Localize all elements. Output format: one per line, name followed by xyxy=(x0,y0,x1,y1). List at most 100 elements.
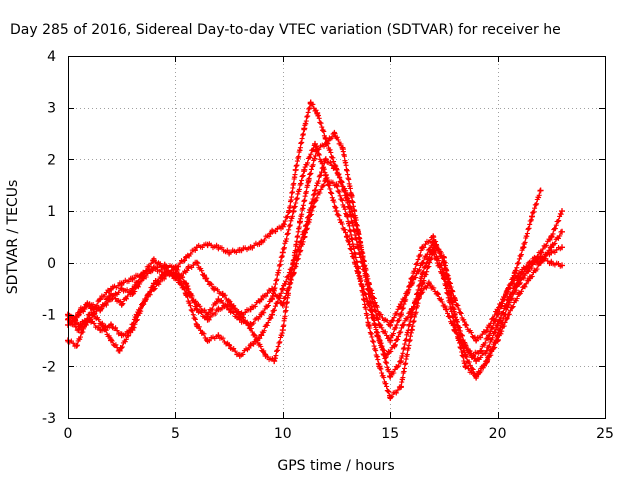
x-tick-label: 20 xyxy=(489,426,507,442)
data-point xyxy=(269,296,276,303)
data-point xyxy=(301,166,308,173)
data-point xyxy=(397,384,404,390)
data-point xyxy=(387,394,394,401)
data-point xyxy=(204,311,211,318)
data-point xyxy=(262,352,269,359)
data-point xyxy=(108,321,114,328)
data-point xyxy=(322,140,329,147)
data-point xyxy=(215,332,222,339)
data-point xyxy=(73,342,80,349)
data-point xyxy=(129,275,136,282)
data-point xyxy=(118,301,125,308)
data-point xyxy=(397,311,404,318)
data-point xyxy=(301,125,308,132)
data-point xyxy=(219,290,226,297)
data-point xyxy=(307,99,314,106)
data-point xyxy=(462,363,469,370)
data-point xyxy=(430,234,437,240)
data-point xyxy=(376,363,383,370)
data-point xyxy=(97,327,104,334)
data-point xyxy=(322,171,329,178)
data-point xyxy=(118,285,125,292)
data-point xyxy=(247,306,254,313)
data-point xyxy=(473,373,480,380)
y-tick-label: -3 xyxy=(42,411,56,427)
chart-title: Day 285 of 2016, Sidereal Day-to-day VTE… xyxy=(10,22,561,38)
data-point xyxy=(559,208,565,215)
data-point xyxy=(211,285,218,292)
data-point xyxy=(559,262,565,269)
data-point xyxy=(344,197,351,204)
data-point xyxy=(86,311,93,318)
data-point xyxy=(419,270,426,277)
data-point xyxy=(333,166,340,173)
data-point xyxy=(312,140,318,147)
data-point xyxy=(258,239,265,246)
data-point xyxy=(183,285,190,292)
data-point xyxy=(236,352,243,359)
x-tick-label: 0 xyxy=(64,426,73,442)
data-point xyxy=(355,270,361,277)
data-point xyxy=(548,249,555,256)
data-point xyxy=(505,296,512,303)
data-point xyxy=(236,246,243,253)
data-point xyxy=(129,285,136,292)
data-point xyxy=(434,290,441,297)
data-point xyxy=(279,249,286,256)
data-point xyxy=(365,285,372,292)
data-point xyxy=(483,347,490,354)
data-point xyxy=(312,187,318,194)
data-point xyxy=(526,259,533,266)
data-point xyxy=(301,228,308,235)
data-point xyxy=(161,265,168,271)
data-point xyxy=(279,285,286,292)
data-point xyxy=(391,342,398,349)
data-point xyxy=(129,327,136,334)
data-point xyxy=(537,254,544,261)
data-point xyxy=(400,321,407,328)
data-point xyxy=(494,321,501,328)
data-point xyxy=(408,311,415,318)
axis-ticks: 0 5 10 15 20 25 -3 -2 -1 0 1 2 3 4 xyxy=(42,49,614,442)
data-point xyxy=(226,342,233,349)
data-point xyxy=(247,321,254,328)
data-point xyxy=(331,130,338,137)
data-point xyxy=(333,208,340,215)
x-tick-label: 10 xyxy=(274,426,292,442)
data-point xyxy=(279,301,286,308)
y-tick-label: 2 xyxy=(47,152,56,168)
data-point xyxy=(258,332,265,339)
data-point xyxy=(271,358,278,365)
data-point xyxy=(247,244,254,251)
data-point xyxy=(150,280,157,287)
data-point xyxy=(537,187,544,194)
data-point xyxy=(483,327,490,334)
data-point xyxy=(526,275,533,282)
data-point xyxy=(314,109,321,116)
data-point xyxy=(440,259,447,266)
data-point xyxy=(537,249,544,256)
data-point xyxy=(140,270,147,277)
data-point xyxy=(75,311,82,318)
data-point xyxy=(292,166,299,173)
y-tick-label: -1 xyxy=(42,308,56,324)
data-point xyxy=(462,342,469,349)
data-point xyxy=(477,347,484,354)
data-point xyxy=(150,257,157,264)
data-point xyxy=(269,228,276,235)
data-point xyxy=(387,321,394,328)
data-point xyxy=(339,146,346,153)
data-point xyxy=(279,223,286,230)
data-point xyxy=(357,239,364,246)
data-point xyxy=(516,275,523,282)
data-point xyxy=(451,311,458,318)
data-point xyxy=(365,321,372,328)
data-point xyxy=(204,241,211,248)
data-point xyxy=(97,296,104,303)
data-point xyxy=(305,177,312,184)
data-point xyxy=(494,337,501,344)
data-series xyxy=(65,99,565,401)
data-point xyxy=(322,156,329,163)
y-tick-label: 1 xyxy=(47,204,56,220)
